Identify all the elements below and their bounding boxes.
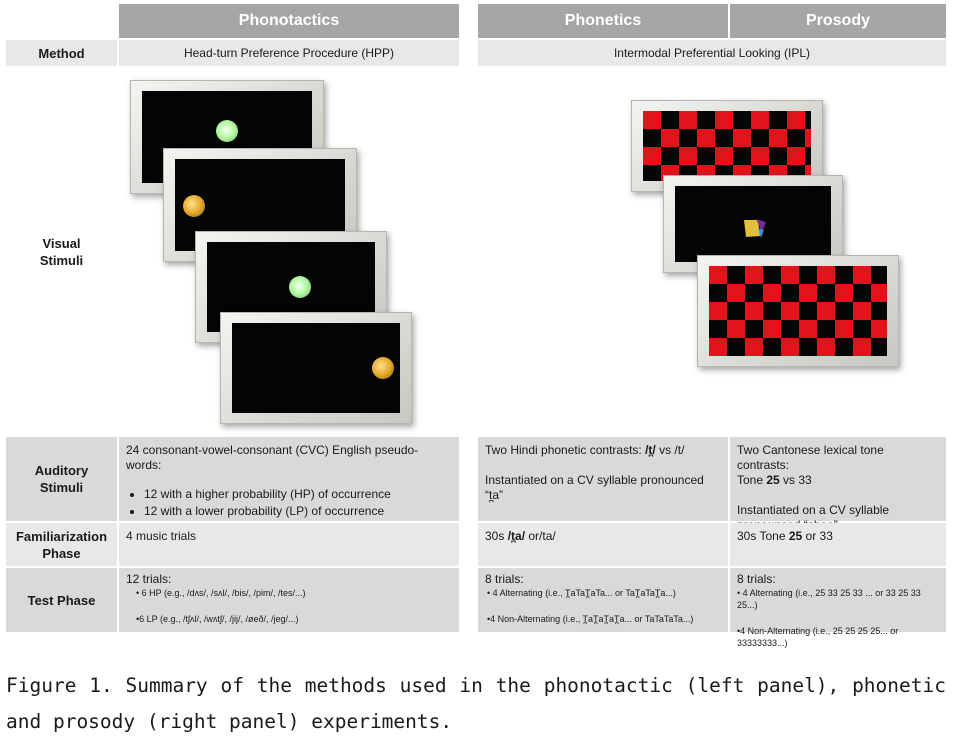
green-light-icon [216, 120, 238, 142]
gold-light-icon [372, 357, 394, 379]
test-phonotactics-lp: •6 LP (e.g., /tʃʌl/, /wʌtʃ/, /jij/, /øeð… [136, 614, 299, 624]
auditory-label-line1: Auditory [34, 463, 89, 478]
checkerboard-icon [709, 266, 887, 356]
auditory-phonotactics: 24 consonant-vowel-consonant (CVC) Engli… [119, 437, 459, 521]
familiarization-label-line2: Phase [42, 545, 81, 561]
test-prosody-alternating: • 4 Alternating (i.e., 25 33 25 33 ... o… [737, 588, 921, 610]
method-phonetics-prosody: Intermodal Preferential Looking (IPL) [478, 40, 946, 66]
figure-caption: Figure 1. Summary of the methods used in… [6, 674, 946, 733]
test-prosody-title: 8 trials: [737, 572, 776, 586]
header-phonetics: Phonetics [478, 4, 728, 38]
auditory-phonotactics-lp: 12 with a lower probability (LP) of occu… [144, 504, 452, 519]
auditory-phonetics-line2: Instantiated on a CV syllable pronounced [485, 473, 704, 487]
test-phonotactics-hp: • 6 HP (e.g., /dʌs/, /sʌl/, /bis/, /pim/… [136, 588, 306, 598]
auditory-prosody: Two Cantonese lexical tone contrasts: To… [730, 437, 946, 532]
row-label-familiarization: Familiarization Phase [6, 523, 117, 566]
auditory-phonetics: Two Hindi phonetic contrasts: /t̪/ vs /t… [478, 437, 728, 521]
hpp-screen-4 [220, 312, 412, 424]
familiarization-phonotactics: 4 music trials [119, 523, 459, 566]
row-label-test-phase: Test Phase [6, 568, 117, 632]
auditory-phonotactics-hp: 12 with a higher probability (HP) of occ… [144, 487, 452, 502]
gold-light-icon [183, 195, 205, 217]
attention-getter-icon [744, 219, 766, 238]
visual-label-line1: Visual [42, 236, 81, 251]
test-prosody-non-alternating: •4 Non-Alternating (i.e., 25 25 25 25...… [737, 626, 899, 648]
auditory-prosody-line3: Instantiated on a CV syllable [737, 503, 890, 517]
green-light-icon [289, 276, 311, 298]
test-phonetics-alternating: • 4 Alternating (i.e., T̪aTaT̪aTa... or … [487, 588, 676, 598]
auditory-phonotactics-intro: 24 consonant-vowel-consonant (CVC) Engli… [126, 443, 419, 472]
row-label-auditory-stimuli: Auditory Stimuli [6, 437, 117, 521]
auditory-label-line2: Stimuli [39, 480, 84, 495]
auditory-prosody-line2: Tone 25 vs 33 [737, 473, 812, 487]
visual-label-line2: Stimuli [39, 253, 84, 268]
hpp-screen-4-display [232, 323, 400, 413]
test-phonetics-title: 8 trials: [485, 572, 524, 586]
ipl-screen-checkerboard-bottom [697, 255, 899, 367]
method-phonotactics: Head-turn Preference Procedure (HPP) [119, 40, 459, 66]
test-phonetics-non-alternating: •4 Non-Alternating (i.e., T̪aT̪aT̪aT̪a..… [487, 614, 694, 624]
ipl-screen-center-display [675, 186, 831, 262]
checkerboard-icon [643, 111, 811, 181]
header-phonotactics: Phonotactics [119, 4, 459, 38]
auditory-prosody-line1: Two Cantonese lexical tone contrasts: [737, 443, 884, 472]
familiarization-phonetics: 30s /t̪a/ or/ta/ [478, 523, 728, 566]
test-phonotactics-title: 12 trials: [126, 572, 172, 586]
familiarization-label-line1: Familiarization [15, 528, 108, 544]
row-label-visual-stimuli: Visual Stimuli [6, 232, 117, 272]
familiarization-prosody: 30s Tone 25 or 33 [730, 523, 946, 566]
test-prosody: 8 trials: • 4 Alternating (i.e., 25 33 2… [730, 568, 946, 648]
test-phonetics: 8 trials: • 4 Alternating (i.e., T̪aTaT̪… [478, 568, 728, 632]
auditory-phonetics-line3: “t̪a” [485, 488, 503, 502]
auditory-phonetics-line1: Two Hindi phonetic contrasts: /t̪/ vs /t… [485, 443, 685, 457]
header-prosody: Prosody [730, 4, 946, 38]
test-phonotactics: 12 trials: • 6 HP (e.g., /dʌs/, /sʌl/, /… [119, 568, 459, 632]
row-label-method: Method [6, 40, 117, 66]
